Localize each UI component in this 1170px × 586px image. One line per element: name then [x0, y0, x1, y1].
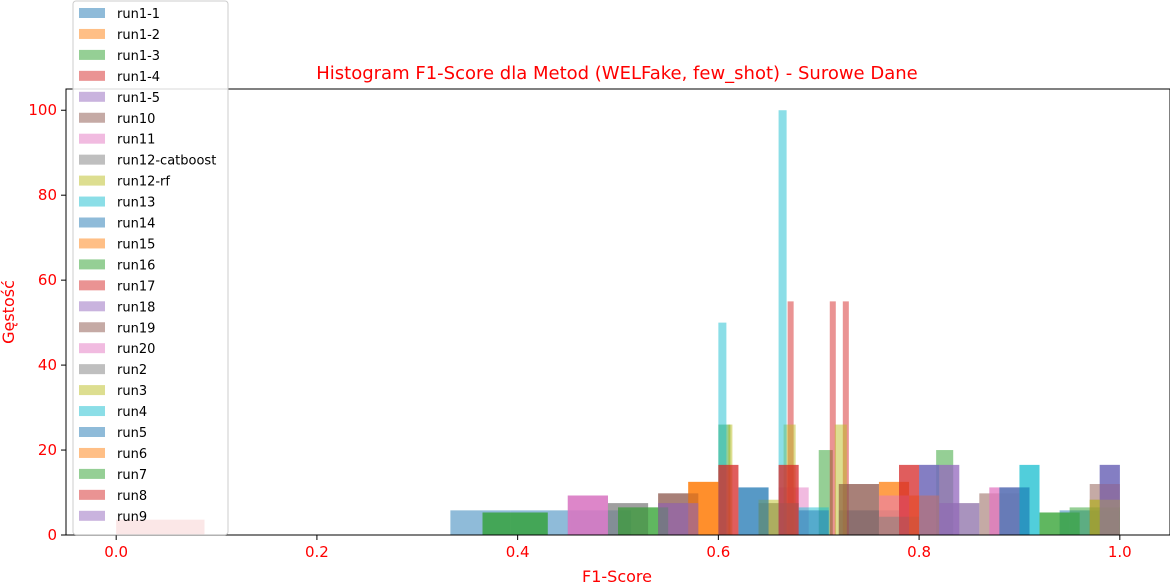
histogram-bar: [778, 110, 787, 536]
legend-swatch: [79, 280, 105, 291]
histogram-bar: [658, 503, 699, 535]
legend-swatch: [79, 427, 105, 437]
x-tick-label: 0.2: [305, 543, 329, 561]
histogram-bar: [567, 495, 608, 535]
y-axis-ticks: 0 20 40 60 80 100: [28, 101, 66, 544]
y-tick-label: 80: [38, 186, 57, 204]
legend-entry: run12-rf: [117, 175, 170, 190]
legend-entry: run9: [117, 510, 147, 525]
histogram-bar: [798, 510, 829, 535]
legend-entry: run17: [117, 279, 155, 294]
legend-swatch: [79, 49, 105, 60]
legend-swatch: [79, 447, 105, 458]
legend-entry: run1-5: [117, 91, 160, 106]
histogram-bar: [919, 464, 960, 535]
histogram-bar: [842, 301, 849, 535]
histogram-bar: [738, 487, 769, 535]
x-axis-label: F1-Score: [582, 567, 652, 586]
histogram-bar: [482, 512, 548, 535]
legend-entry: run19: [117, 321, 155, 336]
y-tick-label: 100: [28, 101, 57, 119]
legend-entry: run1-2: [117, 28, 160, 43]
legend-swatch: [79, 385, 105, 396]
legend-entry: run13: [117, 196, 155, 211]
histogram-bar: [829, 301, 836, 535]
legend-entry: run1-1: [117, 7, 160, 22]
legend-entry: run1-3: [117, 49, 160, 64]
x-tick-label: 0.4: [506, 543, 530, 561]
plot-frame: [65, 88, 1170, 536]
histogram-bar: [718, 322, 727, 535]
legend-swatch: [79, 301, 105, 312]
legend-entry: run5: [117, 426, 147, 441]
legend-swatch: [79, 238, 105, 249]
legend-entry: run7: [117, 468, 147, 483]
x-tick-label: 0.8: [907, 543, 931, 561]
legend: run1-1 run1-2 run1-3 run1-4 run1-5 run10 run11…: [72, 0, 229, 536]
legend-swatch: [79, 364, 105, 375]
legend-entry: run11: [117, 133, 155, 148]
legend-swatch: [79, 259, 105, 270]
histogram-bar: [1099, 464, 1120, 535]
histogram-bar: [838, 484, 879, 535]
legend-entry: run3: [117, 384, 147, 399]
legend-entry: run20: [117, 342, 155, 357]
x-tick-label: 0.6: [706, 543, 730, 561]
legend-swatch: [79, 489, 105, 500]
legend-entry: run8: [117, 489, 147, 504]
y-axis-label: Gęstość: [0, 280, 18, 344]
legend-entry: run6: [117, 447, 147, 462]
histogram-bar: [718, 464, 739, 535]
legend-swatch: [79, 196, 105, 207]
chart-title: Histogram F1-Score dla Metod (WELFake, f…: [316, 63, 917, 84]
x-tick-label: 0.0: [104, 543, 128, 561]
legend-swatch: [79, 154, 105, 165]
legend-entry: run4: [117, 405, 147, 420]
y-tick-label: 40: [38, 356, 57, 374]
legend-entry: run18: [117, 300, 155, 315]
legend-entry: run2: [117, 363, 147, 378]
legend-swatch: [79, 468, 105, 479]
legend-entry: run10: [117, 112, 155, 127]
legend-swatch: [79, 343, 105, 354]
legend-swatch: [79, 217, 105, 228]
histogram-bar: [787, 301, 794, 535]
y-tick-label: 20: [38, 441, 57, 459]
legend-swatch: [79, 70, 105, 81]
legend-swatch: [79, 133, 105, 144]
legend-swatch: [79, 175, 105, 186]
histogram-bar: [1039, 512, 1080, 535]
legend-swatch: [79, 8, 105, 18]
histogram-bar: [899, 464, 920, 535]
legend-swatch: [79, 112, 105, 123]
legend-entry: run1-4: [117, 70, 160, 85]
legend-swatch: [79, 91, 105, 102]
legend-entry: run12-catboost: [117, 154, 216, 169]
histogram-bars: [116, 110, 1120, 536]
y-tick-label: 60: [38, 271, 57, 289]
histogram-bar: [999, 487, 1030, 535]
legend-entry: run14: [117, 217, 155, 232]
legend-swatch: [79, 28, 105, 39]
legend-box: [72, 0, 229, 536]
legend-entry: run15: [117, 237, 155, 252]
legend-swatch: [79, 406, 105, 417]
histogram-bar: [778, 464, 799, 535]
y-tick-label: 0: [47, 526, 57, 544]
legend-swatch: [79, 322, 105, 333]
x-tick-label: 1.0: [1108, 543, 1132, 561]
x-axis-ticks: 0.0 0.2 0.4 0.6 0.8 1.0: [104, 535, 1132, 561]
legend-swatch: [79, 510, 105, 521]
legend-entry: run16: [117, 258, 155, 273]
